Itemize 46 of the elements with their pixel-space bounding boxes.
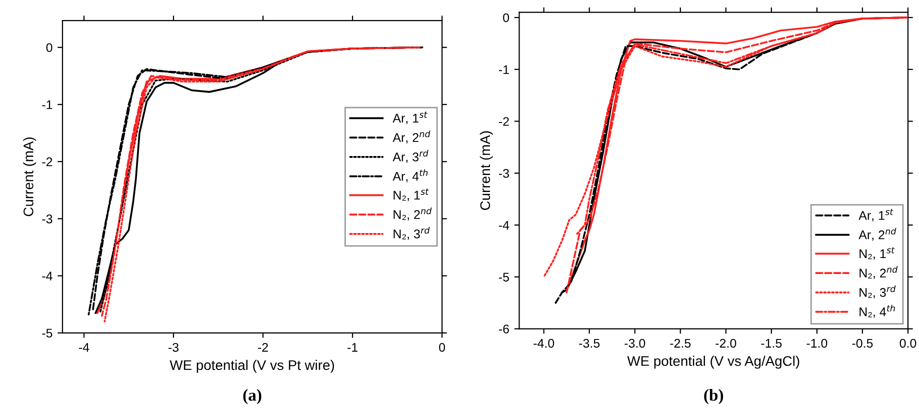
x-tick-label: -2 (258, 342, 268, 352)
y-tick-label: -5 (42, 328, 52, 338)
y-tick-label: -4 (42, 272, 52, 280)
x-axis-title: WE potential (V vs Ag/AgCl) (627, 356, 800, 369)
legend-label: N₂, 2$^{nd}$ (860, 266, 898, 279)
x-tick-label: -3.0 (624, 338, 646, 348)
x-tick-label: 0.0 (900, 338, 916, 348)
x-tick-label: 0 (439, 342, 446, 352)
legend-label: Ar, 4$^{th}$ (392, 169, 428, 182)
y-axis-title: Current (mA) (480, 131, 493, 210)
y-tick-label: -1 (42, 100, 52, 110)
y-tick-label: -3 (42, 214, 52, 224)
legend-label: N₂, 1$^{st}$ (860, 247, 895, 260)
x-tick-label: -2.0 (716, 338, 736, 348)
legend-label: N₂, 3$^{rd}$ (860, 285, 896, 298)
legend-label: N₂, 4$^{th}$ (860, 304, 895, 318)
legend-label: Ar, 2$^{nd}$ (858, 228, 896, 241)
y-tick-label: -2 (498, 117, 509, 126)
x-tick-label: -0.5 (852, 338, 873, 348)
x-tick-label: -3 (168, 342, 178, 352)
x-tick-label: -4 (78, 343, 90, 352)
x-tick-label: -1 (348, 343, 358, 352)
x-tick-label: -3.5 (579, 338, 600, 348)
legend-label: N₂, 3$^{rd}$ (394, 226, 430, 240)
x-axis-title: WE potential (V vs Pt wire) (170, 360, 334, 373)
y-axis-title: Current (mA) (23, 137, 36, 216)
x-tick-label: -1.0 (806, 338, 828, 348)
y-tick-label: 0 (46, 43, 52, 52)
legend-label: Ar, 2$^{nd}$ (392, 130, 430, 144)
y-tick-label: -4 (498, 220, 510, 230)
y-tick-label: 0 (503, 13, 510, 22)
text: (b) (704, 389, 724, 404)
x-tick-label: -2.5 (670, 338, 691, 348)
legend-label: Ar, 1$^{st}$ (858, 208, 894, 222)
x-tick-label: -4.0 (534, 338, 554, 348)
legend-label: N₂, 1$^{st}$ (394, 188, 429, 202)
y-tick-label: -5 (498, 272, 509, 282)
y-tick-label: -3 (498, 168, 509, 178)
legend-label: Ar, 3$^{rd}$ (392, 150, 428, 163)
text: (a) (243, 389, 262, 404)
x-tick-label: -1.5 (761, 338, 782, 348)
y-tick-label: -1 (498, 65, 509, 74)
y-tick-label: -6 (498, 324, 509, 334)
legend-label: N₂, 2$^{nd}$ (394, 207, 432, 220)
legend-label: Ar, 1$^{st}$ (392, 112, 428, 124)
y-tick-label: -2 (42, 157, 52, 166)
